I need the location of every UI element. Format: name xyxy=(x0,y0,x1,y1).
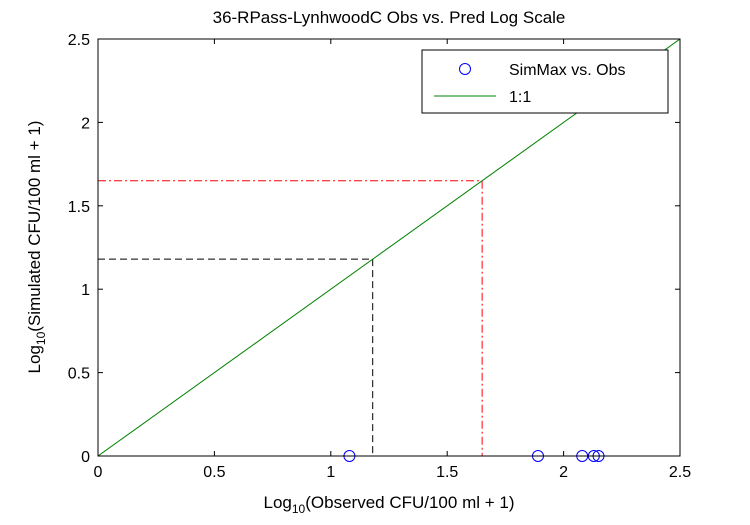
x-tick-label-3: 1.5 xyxy=(436,464,458,481)
legend: SimMax vs. Obs 1:1 xyxy=(421,49,669,114)
x-tick-label-2: 1 xyxy=(326,464,335,481)
legend-marker-simmax xyxy=(459,63,471,75)
legend-box xyxy=(421,49,669,114)
y-tick-label-3: 1.5 xyxy=(68,199,90,216)
x-tick-label-0: 0 xyxy=(94,464,103,481)
plot-frame xyxy=(97,38,681,457)
y-axis-label: Log10(Simulated CFU/100 ml + 1) xyxy=(25,121,48,374)
legend-label-simmax: SimMax vs. Obs xyxy=(509,62,625,79)
y-tick-label-1: 0.5 xyxy=(68,366,90,383)
chart-title: 36-RPass-LynhwoodC Obs vs. Pred Log Scal… xyxy=(213,8,566,27)
axis-ticks: 0 0.5 1 1.5 2 2.5 0 0.5 1 1.5 2 2.5 xyxy=(68,32,691,481)
x-tick-label-4: 2 xyxy=(559,464,568,481)
y-tick-label-4: 2 xyxy=(81,115,90,132)
x-tick-label-5: 2.5 xyxy=(669,464,691,481)
y-tick-label-2: 1 xyxy=(81,282,90,299)
reference-lines xyxy=(98,180,483,456)
x-tick-label-1: 0.5 xyxy=(203,464,225,481)
legend-label-1to1: 1:1 xyxy=(509,89,531,106)
x-axis-label: Log10(Observed CFU/100 ml + 1) xyxy=(264,493,515,516)
y-tick-label-5: 2.5 xyxy=(68,32,90,49)
y-tick-label-0: 0 xyxy=(81,449,90,466)
